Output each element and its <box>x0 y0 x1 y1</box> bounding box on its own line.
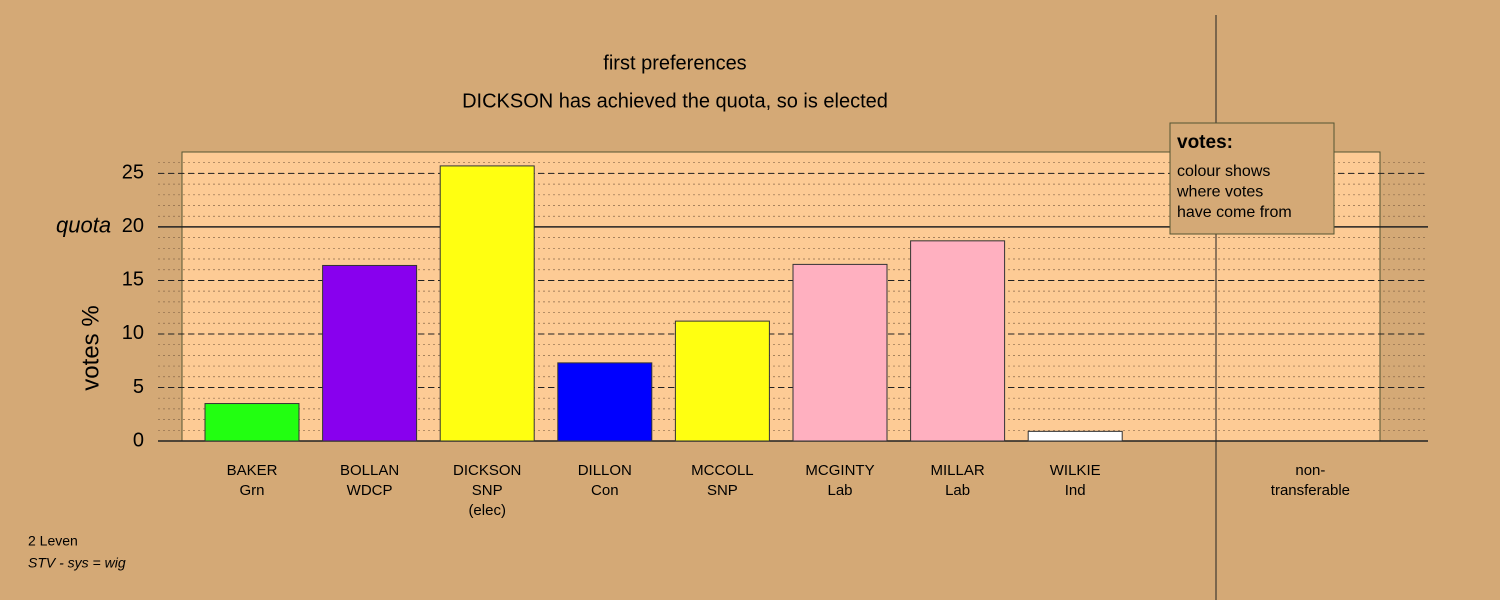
x-tick-label: DILLON <box>578 462 632 479</box>
x-tick-note: (elec) <box>468 502 506 519</box>
bar <box>910 240 1006 442</box>
footer-text: 2 Leven <box>28 533 78 549</box>
x-tick-label: non- <box>1295 462 1325 479</box>
chart-title: first preferences <box>603 52 746 74</box>
bar <box>1027 430 1123 442</box>
x-tick-sublabel: Grn <box>239 482 264 499</box>
quota-label: quota <box>56 213 111 238</box>
bar <box>204 403 300 442</box>
legend-text: have come from <box>1177 204 1292 221</box>
bar <box>792 263 888 442</box>
x-tick-sublabel: Lab <box>945 482 970 499</box>
legend-title: votes: <box>1177 132 1233 153</box>
y-tick-label: 5 <box>133 376 144 398</box>
y-tick-label: 0 <box>133 429 144 451</box>
bar <box>322 264 418 442</box>
y-tick-label: 25 <box>122 162 144 184</box>
y-axis-label: votes % <box>77 305 104 390</box>
x-tick-sublabel: Ind <box>1065 482 1086 499</box>
x-tick-label: DICKSON <box>453 462 521 479</box>
bar <box>674 320 770 442</box>
y-tick-label: 10 <box>122 322 144 344</box>
x-tick-label: WILKIE <box>1050 462 1101 479</box>
chart-subtitle: DICKSON has achieved the quota, so is el… <box>462 90 888 112</box>
legend-text: colour shows <box>1177 163 1270 180</box>
x-tick-label: MCCOLL <box>691 462 754 479</box>
footer-text: STV - sys = wig <box>28 555 126 571</box>
legend-box <box>1169 122 1335 235</box>
y-tick-label: 20 <box>122 215 144 237</box>
x-tick-label: MILLAR <box>931 462 985 479</box>
x-tick-sublabel: Con <box>591 482 619 499</box>
x-tick-sublabel: WDCP <box>347 482 393 499</box>
legend-text: where votes <box>1176 184 1263 201</box>
x-tick-sublabel: SNP <box>707 482 738 499</box>
x-tick-sublabel: SNP <box>472 482 503 499</box>
x-tick-label: MCGINTY <box>805 462 874 479</box>
y-tick-label: 15 <box>122 269 144 291</box>
x-tick-sublabel: Lab <box>827 482 852 499</box>
bar <box>557 362 653 442</box>
bar <box>439 165 535 442</box>
x-tick-label: BOLLAN <box>340 462 399 479</box>
x-tick-label: BAKER <box>227 462 278 479</box>
x-tick-sublabel: transferable <box>1271 482 1350 499</box>
